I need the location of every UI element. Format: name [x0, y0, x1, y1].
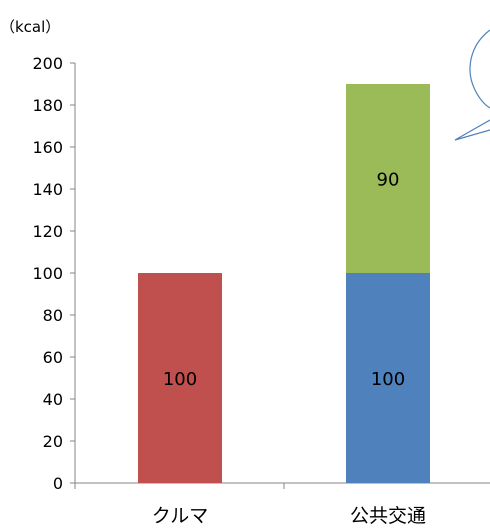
y-tick-label: 160	[32, 138, 63, 157]
bars: 100 100 90	[138, 84, 430, 483]
y-tick-label: 80	[43, 306, 63, 325]
speech-bubble-callout	[454, 29, 490, 141]
y-tick-label: 60	[43, 348, 63, 367]
y-unit-label: （kcal）	[0, 18, 60, 36]
y-tick-label: 180	[32, 96, 63, 115]
y-tick-label: 140	[32, 180, 63, 199]
data-label: 90	[377, 170, 400, 191]
bar-segment	[346, 84, 430, 273]
y-tick-label: 0	[53, 474, 63, 493]
y-ticks: 0 20 40 60 80 100 120 140 160 180 200	[32, 54, 75, 493]
y-tick-label: 40	[43, 390, 63, 409]
bar-segment	[138, 273, 222, 483]
x-category-label: クルマ	[152, 505, 208, 527]
y-tick-label: 120	[32, 222, 63, 241]
data-label: 100	[371, 369, 405, 390]
y-tick-label: 100	[32, 264, 63, 283]
x-categories: クルマ 公共交通	[74, 483, 426, 527]
y-tick-label: 20	[43, 432, 63, 451]
x-category-label: 公共交通	[350, 505, 426, 527]
bar-segment	[346, 273, 430, 483]
data-label: 100	[163, 369, 197, 390]
y-tick-label: 200	[32, 54, 63, 73]
